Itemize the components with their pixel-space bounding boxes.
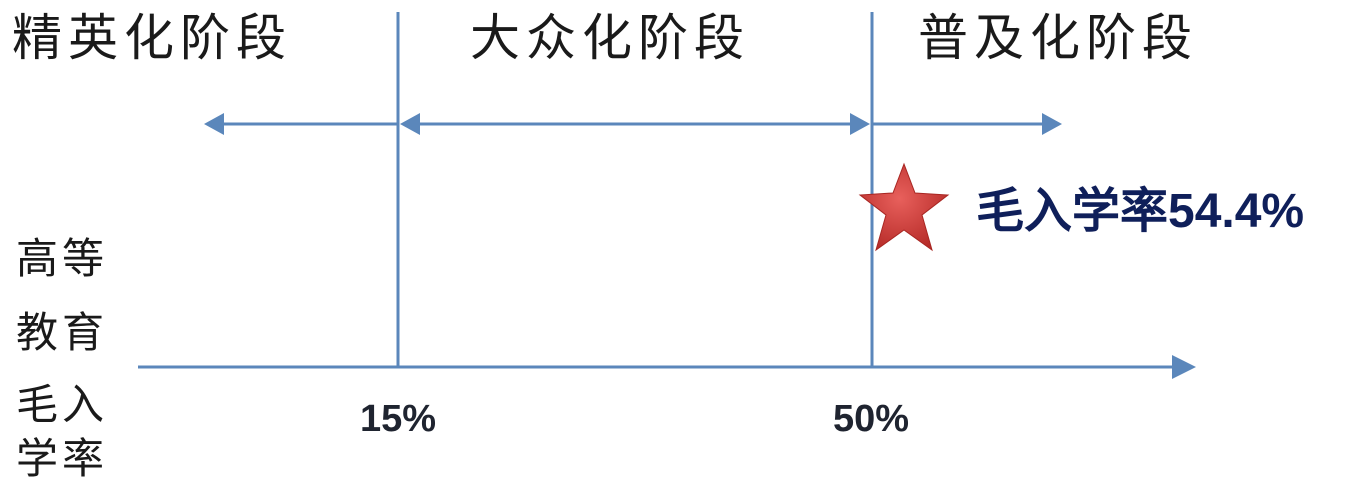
elite-stage-arrow	[204, 113, 398, 135]
axis-label-line-4: 学率	[16, 434, 109, 483]
stage-label-elite: 精英化阶段	[12, 9, 292, 67]
x-axis	[138, 355, 1196, 379]
tick-label-15: 15%	[360, 398, 437, 440]
stage-label-universal: 普及化阶段	[918, 9, 1198, 67]
mass-stage-arrow	[400, 113, 870, 135]
axis-label-line-1: 高等	[16, 234, 109, 283]
universal-stage-arrow	[872, 113, 1062, 135]
current-rate-label: 毛入学率54.4%	[976, 185, 1305, 238]
stage-label-mass: 大众化阶段	[470, 9, 750, 67]
axis-label-line-2: 教育	[16, 308, 109, 357]
star-icon	[858, 162, 950, 252]
axis-label-line-3: 毛入	[16, 380, 109, 429]
tick-label-50: 50%	[833, 398, 910, 440]
